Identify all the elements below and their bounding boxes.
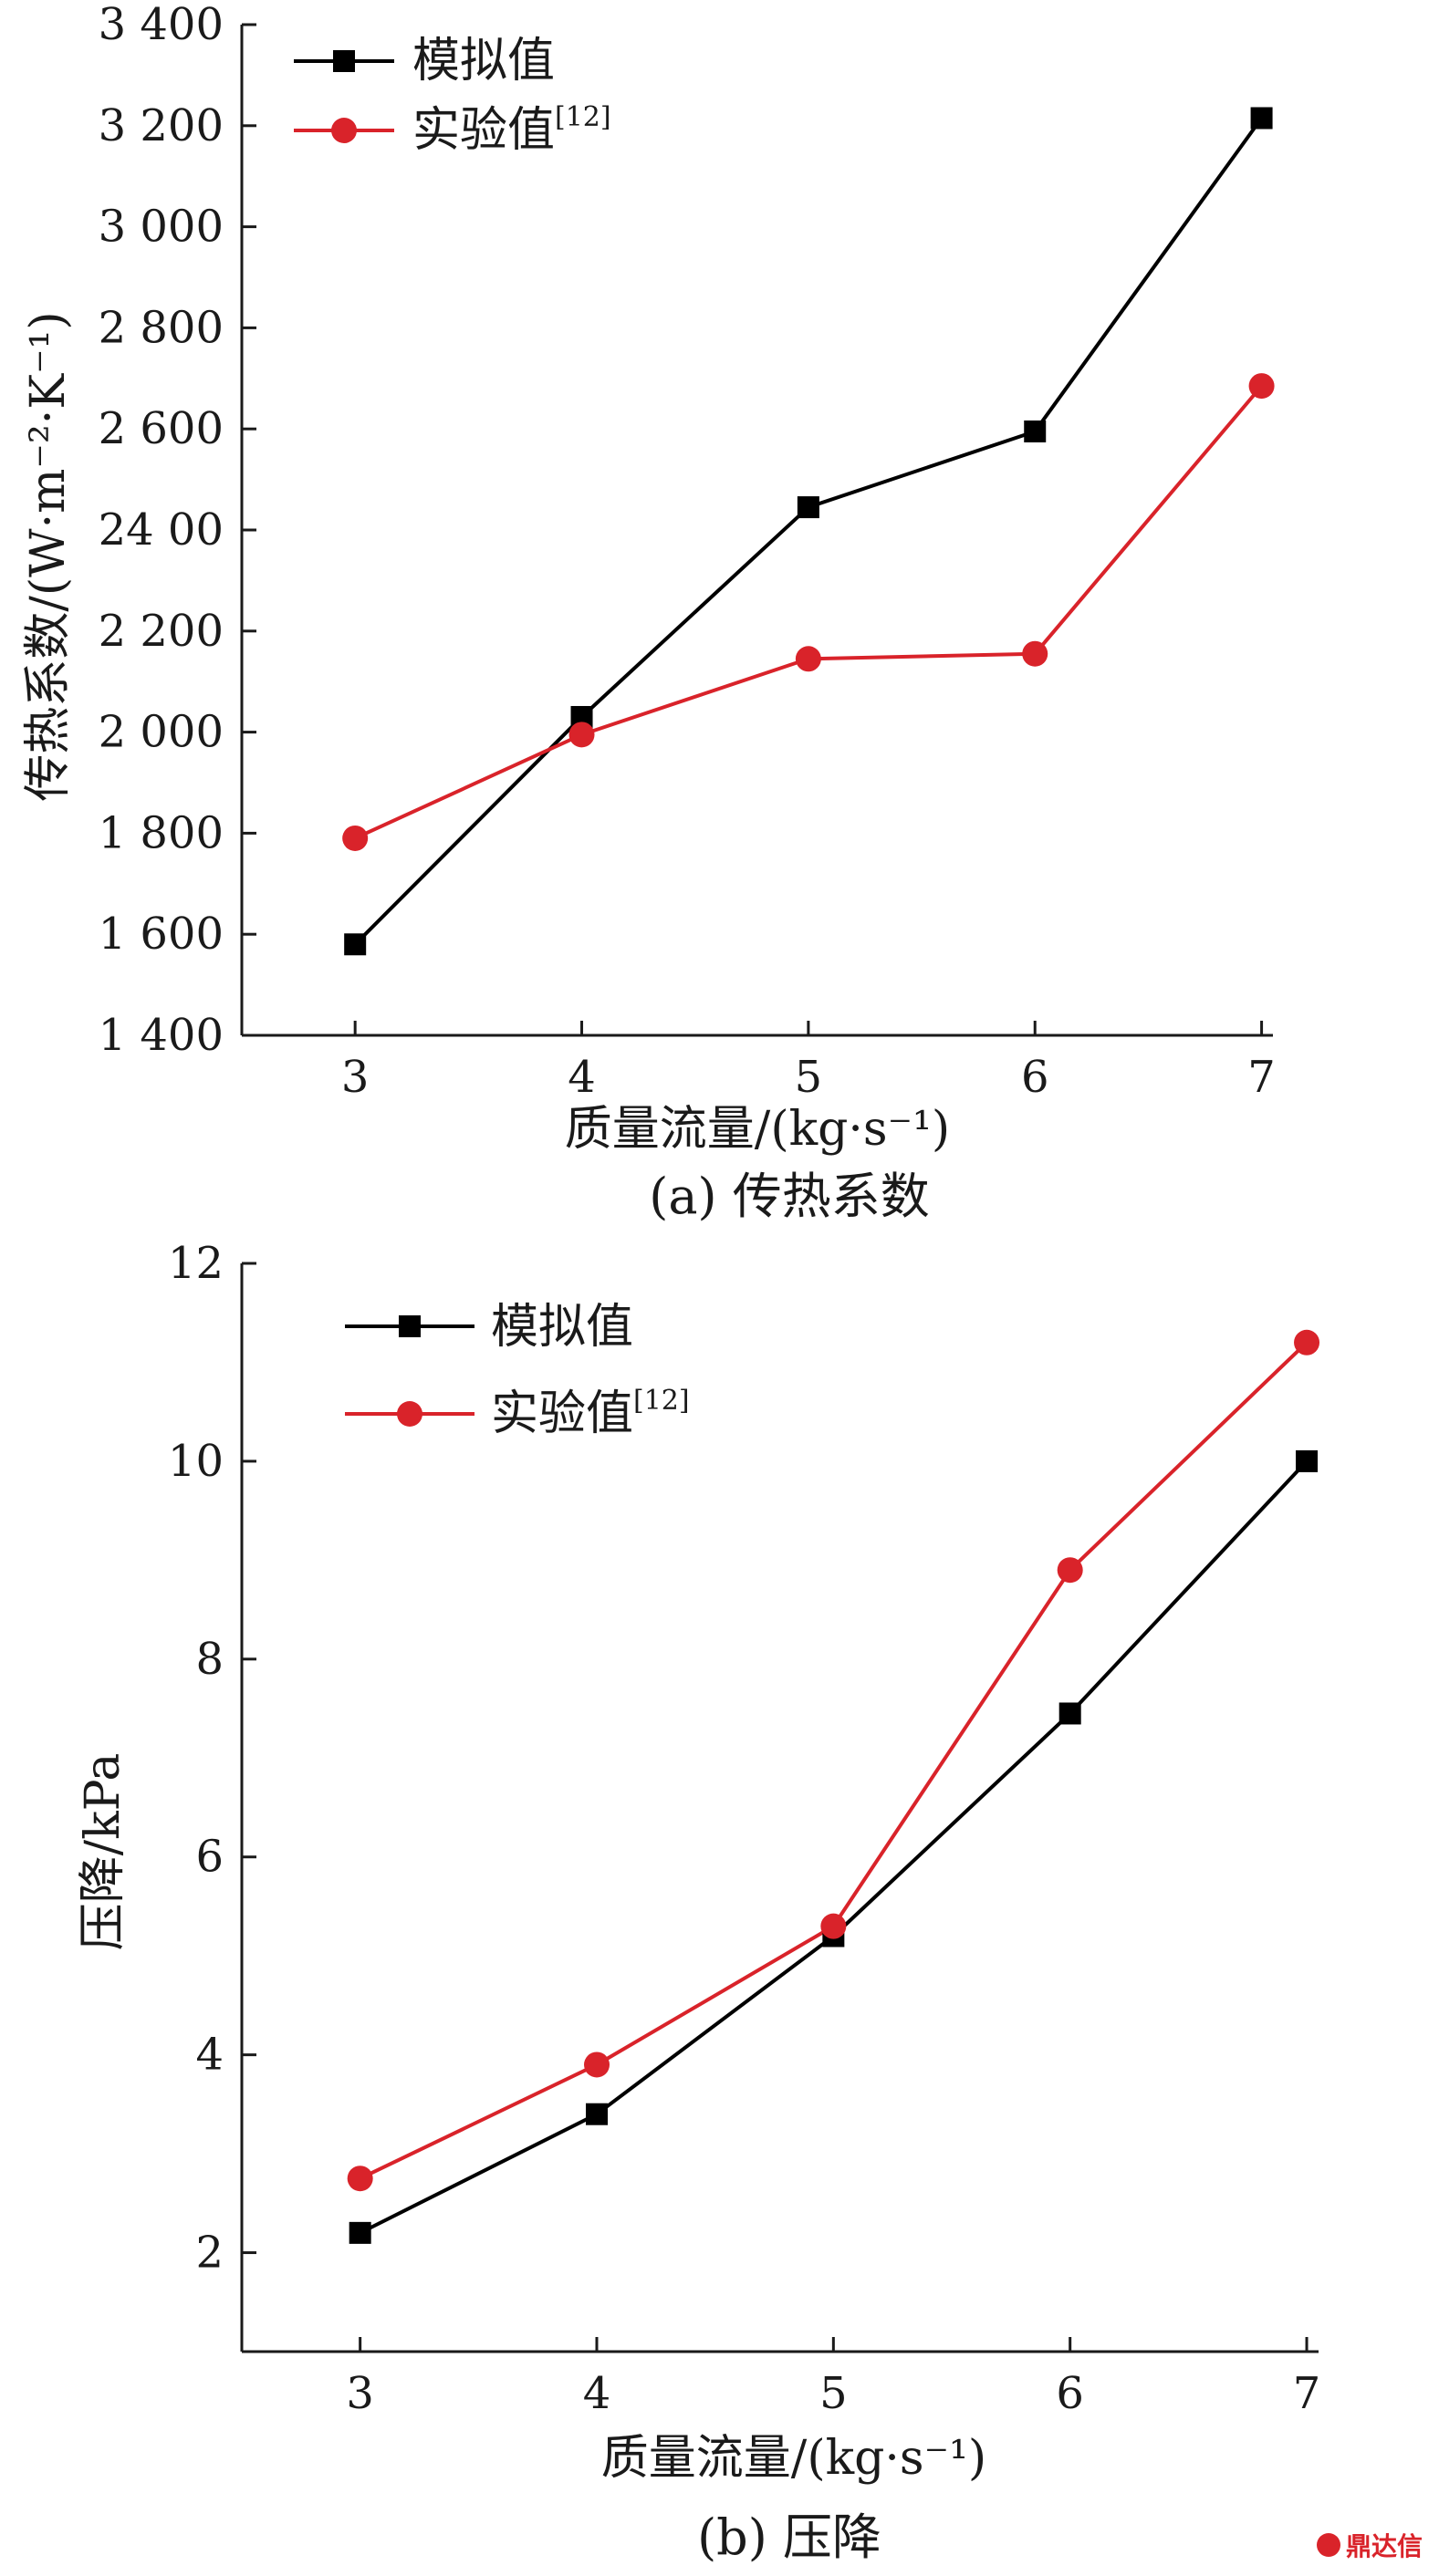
data-point-a-1-4 bbox=[1248, 373, 1275, 400]
x-ticks-b: 3 4 5 6 7 bbox=[346, 2337, 1320, 2419]
data-point-a-0-3 bbox=[1024, 420, 1047, 442]
legend-marker-sim-a bbox=[333, 50, 355, 72]
y-ticks-a: 1 400 1 600 1 800 2 000 2 200 24 00 2 600 2 800… bbox=[99, 0, 256, 1061]
y-tick-label-a-9: 3 200 bbox=[99, 100, 224, 151]
y-ticks-b: 2 4 6 8 10 12 bbox=[168, 1238, 256, 2279]
y-axis-title-b: 压降/kPa bbox=[76, 1753, 130, 1951]
data-point-b-0-4 bbox=[1296, 1449, 1319, 1472]
legend-marker-exp-b bbox=[397, 1401, 422, 1427]
legend-marker-sim-b bbox=[399, 1315, 421, 1337]
data-point-a-1-1 bbox=[568, 722, 595, 748]
data-point-b-1-0 bbox=[347, 2166, 373, 2192]
x-axis-title-a: 质量流量/(kg·s⁻¹) bbox=[565, 1102, 950, 1157]
y-tick-label-a-5: 24 00 bbox=[99, 504, 224, 556]
data-point-b-0-3 bbox=[1058, 1702, 1081, 1725]
x-tick-label-a-0: 3 bbox=[341, 1052, 370, 1103]
y-tick-label-b-2: 6 bbox=[195, 1832, 224, 1883]
legend-label-sim-b: 模拟值 bbox=[491, 1300, 633, 1355]
legend-a: 模拟值 实验值[12] bbox=[294, 34, 611, 158]
x-tick-label-a-2: 5 bbox=[795, 1052, 823, 1103]
data-point-a-0-4 bbox=[1250, 107, 1273, 130]
y-tick-label-a-0: 1 400 bbox=[99, 1010, 224, 1061]
data-point-b-0-1 bbox=[586, 2103, 609, 2125]
series-line-a-0 bbox=[353, 117, 1264, 946]
data-point-b-1-1 bbox=[584, 2051, 610, 2078]
series-line-a-1 bbox=[354, 384, 1264, 840]
data-point-b-1-2 bbox=[820, 1913, 847, 1939]
series-lines-a bbox=[342, 107, 1275, 956]
x-axis-title-b: 质量流量/(kg·s⁻¹) bbox=[601, 2431, 986, 2486]
x-tick-label-b-0: 3 bbox=[346, 2368, 374, 2419]
legend-label-exp-a-text: 实验值 bbox=[412, 103, 555, 158]
data-point-b-1-3 bbox=[1057, 1557, 1083, 1584]
y-tick-label-a-3: 2 000 bbox=[99, 707, 224, 758]
y-tick-label-a-4: 2 200 bbox=[99, 606, 224, 657]
y-tick-label-a-7: 2 800 bbox=[99, 302, 224, 353]
data-point-a-1-3 bbox=[1022, 640, 1048, 667]
x-tick-label-b-4: 7 bbox=[1293, 2368, 1321, 2419]
y-tick-label-a-6: 2 600 bbox=[99, 403, 224, 454]
data-point-b-1-4 bbox=[1294, 1329, 1320, 1356]
legend-label-sim-a: 模拟值 bbox=[412, 34, 555, 88]
y-tick-label-a-8: 3 000 bbox=[99, 202, 224, 253]
x-tick-label-a-4: 7 bbox=[1247, 1052, 1276, 1103]
chart-panel-b: 2 4 6 8 10 12 3 4 5 6 7 质量流量/(kg·s⁻¹) 压降/kPa (b) … bbox=[76, 1238, 1320, 2566]
legend-marker-exp-a bbox=[331, 118, 357, 143]
watermark-logo-icon bbox=[1316, 2533, 1340, 2557]
series-line-b-0 bbox=[359, 1459, 1309, 2235]
y-tick-label-a-1: 1 600 bbox=[99, 909, 224, 960]
y-tick-label-b-0: 2 bbox=[195, 2228, 224, 2279]
legend-ref-a: [12] bbox=[555, 101, 611, 133]
legend-b: 模拟值 实验值[12] bbox=[345, 1300, 690, 1441]
legend-label-exp-b: 实验值[12] bbox=[491, 1385, 690, 1441]
y-tick-label-a-2: 1 800 bbox=[99, 807, 224, 858]
data-point-a-0-0 bbox=[344, 933, 367, 956]
legend-label-exp-b-text: 实验值 bbox=[491, 1387, 633, 1441]
y-tick-label-b-5: 12 bbox=[168, 1238, 224, 1289]
x-ticks-a: 3 4 5 6 7 bbox=[341, 1021, 1276, 1103]
data-point-a-0-2 bbox=[797, 496, 819, 519]
watermark-text: 鼎达信 bbox=[1345, 2531, 1423, 2561]
data-point-a-1-2 bbox=[795, 646, 821, 672]
x-tick-label-b-1: 4 bbox=[583, 2368, 611, 2419]
chart-caption-b: (b) 压降 bbox=[697, 2508, 881, 2566]
y-axis-title-a: 传热系数/(W·m⁻²·K⁻¹) bbox=[21, 311, 76, 801]
watermark: 鼎达信 bbox=[1316, 2527, 1423, 2563]
y-tick-label-b-3: 8 bbox=[195, 1634, 224, 1685]
legend-label-exp-a: 实验值[12] bbox=[412, 101, 611, 158]
data-point-a-1-0 bbox=[342, 825, 369, 851]
x-tick-label-a-1: 4 bbox=[568, 1052, 596, 1103]
y-tick-label-a-10: 3 400 bbox=[99, 0, 224, 50]
chart-panel-a: 1 400 1 600 1 800 2 000 2 200 24 00 2 600 2 800… bbox=[21, 0, 1276, 1225]
chart-caption-a: (a) 传热系数 bbox=[649, 1168, 930, 1225]
legend-ref-b: [12] bbox=[633, 1385, 690, 1417]
x-tick-label-a-3: 6 bbox=[1021, 1052, 1049, 1103]
series-lines-b bbox=[347, 1329, 1320, 2244]
data-point-b-0-0 bbox=[349, 2221, 371, 2244]
y-tick-label-b-4: 10 bbox=[168, 1436, 224, 1487]
y-tick-label-b-1: 4 bbox=[195, 2030, 224, 2081]
x-tick-label-b-2: 5 bbox=[819, 2368, 848, 2419]
series-line-b-1 bbox=[359, 1341, 1309, 2181]
x-tick-label-b-3: 6 bbox=[1056, 2368, 1084, 2419]
